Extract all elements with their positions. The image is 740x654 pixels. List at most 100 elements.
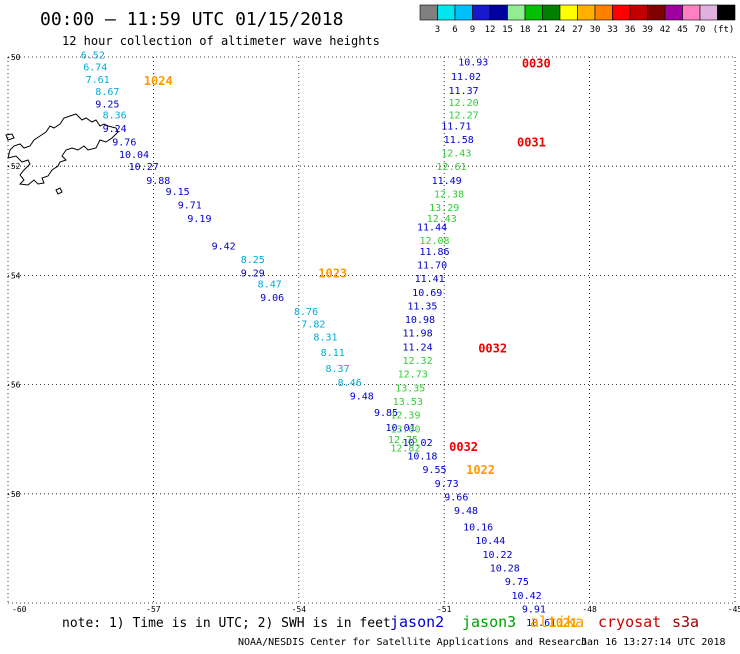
chart-title: 00:00 – 11:59 UTC 01/15/2018 <box>40 9 343 30</box>
time-label: 1021 <box>548 616 577 630</box>
falkland-islands-outline <box>5 113 119 195</box>
grid-lines <box>7 56 736 604</box>
wave-height-value: 13.29 <box>429 203 459 214</box>
satellite-legend: jason2 jason3 altika cryosat s3a <box>390 613 699 631</box>
wave-height-value: 9.42 <box>212 241 236 252</box>
scale-label: 36 <box>625 25 636 35</box>
scale-label: 6 <box>452 25 457 35</box>
scale-label: 45 <box>677 25 688 35</box>
x-tick-label: -45 <box>728 605 740 614</box>
wave-height-value: 7.61 <box>86 75 110 86</box>
wave-height-value: 12.27 <box>449 110 479 121</box>
wave-height-value: 10.01 <box>386 423 416 434</box>
scale-swatch <box>559 4 578 21</box>
scale-label: 15 <box>502 25 513 35</box>
wave-height-value: 9.85 <box>374 408 398 419</box>
wave-height-value: 9.55 <box>422 465 446 476</box>
wave-height-value: 11.71 <box>441 121 471 132</box>
scale-swatch <box>419 4 438 21</box>
wave-height-value: 13.35 <box>395 383 425 394</box>
wave-height-value: 10.98 <box>405 315 435 326</box>
wave-height-value: 9.48 <box>454 506 478 517</box>
wave-height-value: 12.20 <box>449 98 479 109</box>
footer-credit: NOAA/NESDIS Center for Satellite Applica… <box>238 637 587 648</box>
scale-label: 33 <box>607 25 618 35</box>
data-points: 6.526.74 7.618.67 8.36 8.25 8.47 8.767.82 8.31… <box>81 50 556 629</box>
time-label: 0030 <box>522 56 551 70</box>
y-tick-label: -54 <box>6 271 21 280</box>
wave-height-value: 8.25 <box>241 255 265 266</box>
wave-height-value: 9.25 <box>95 99 119 110</box>
time-label: 0031 <box>517 136 546 150</box>
wave-height-value: 12.82 <box>390 443 420 454</box>
satellite-name: jason3 <box>462 613 516 631</box>
wave-height-value: 12.73 <box>398 370 428 381</box>
wave-height-value: 9.73 <box>435 479 459 490</box>
scale-swatch <box>717 4 736 21</box>
x-tick-label: -48 <box>582 605 597 614</box>
wave-height-value: 7.82 <box>301 319 325 330</box>
scale-swatch <box>524 4 543 21</box>
wave-height-value: 10.42 <box>512 591 542 602</box>
wave-height-value: 11.37 <box>449 86 479 97</box>
wave-height-value: 12.43 <box>427 214 457 225</box>
color-scale-legend: 3 6 9 12 15 18 21 24 27 30 33 36 39 42 45 70 (ft) <box>419 4 736 35</box>
wave-height-value: 11.98 <box>402 329 432 340</box>
scale-swatch <box>629 4 648 21</box>
wave-height-value: 8.36 <box>103 110 127 121</box>
wave-height-value: 9.29 <box>241 269 265 280</box>
wave-height-value: 12.75 <box>388 435 418 446</box>
falkland-islands-coastline <box>5 113 119 195</box>
wave-height-value: 12.08 <box>419 236 449 247</box>
scale-unit: (ft) <box>713 25 735 35</box>
wave-height-value: 13.53 <box>393 397 423 408</box>
scale-label: 21 <box>537 25 548 35</box>
wave-height-value: 11.24 <box>402 342 432 353</box>
wave-height-value: 9.19 <box>187 214 211 225</box>
wave-height-value: 9.88 <box>146 176 170 187</box>
scale-swatch <box>507 4 526 21</box>
wave-height-value: 10.61 <box>526 618 556 629</box>
wave-height-value: 8.76 <box>294 307 318 318</box>
wave-height-value: 11.44 <box>417 222 447 233</box>
wave-height-value: 10.93 <box>458 57 488 68</box>
scale-swatch <box>577 4 596 21</box>
y-tick-label: -56 <box>6 381 21 390</box>
scale-label: 39 <box>642 25 653 35</box>
wave-height-value: 9.06 <box>260 293 284 304</box>
wave-height-value: 11.86 <box>419 247 449 258</box>
time-label: 1024 <box>144 74 173 88</box>
scale-label: 18 <box>520 25 531 35</box>
wave-height-value: 9.71 <box>178 200 202 211</box>
wave-height-value: 12.32 <box>402 356 432 367</box>
wave-height-value: 9.24 <box>103 124 127 135</box>
scale-swatch <box>437 4 456 21</box>
time-label: 1022 <box>466 463 495 477</box>
wave-height-value: 10.27 <box>129 162 159 173</box>
wave-height-value: 9.76 <box>112 138 136 149</box>
wave-height-value: 11.58 <box>444 135 474 146</box>
time-label: 0032 <box>449 440 478 454</box>
scale-swatch <box>612 4 631 21</box>
scale-swatch <box>454 4 473 21</box>
scale-label: 70 <box>695 25 706 35</box>
wave-height-value: 11.49 <box>432 176 462 187</box>
satellite-name: altika <box>530 613 584 631</box>
y-tick-label: -52 <box>6 162 21 171</box>
wave-height-value: 8.47 <box>258 280 282 291</box>
scale-label: 12 <box>485 25 496 35</box>
wave-height-value: 10.28 <box>490 564 520 575</box>
wave-height-value: 9.48 <box>350 392 374 403</box>
wave-height-value: 8.46 <box>338 378 362 389</box>
wave-height-value: 10.18 <box>407 452 437 463</box>
scale-label: 9 <box>470 25 475 35</box>
scale-label: 27 <box>572 25 583 35</box>
scale-swatch <box>489 4 508 21</box>
wave-height-value: 10.04 <box>119 150 149 161</box>
scale-swatch <box>647 4 666 21</box>
scale-label: 42 <box>660 25 671 35</box>
scale-swatch <box>699 4 718 21</box>
wave-height-value: 9.91 <box>522 604 546 615</box>
